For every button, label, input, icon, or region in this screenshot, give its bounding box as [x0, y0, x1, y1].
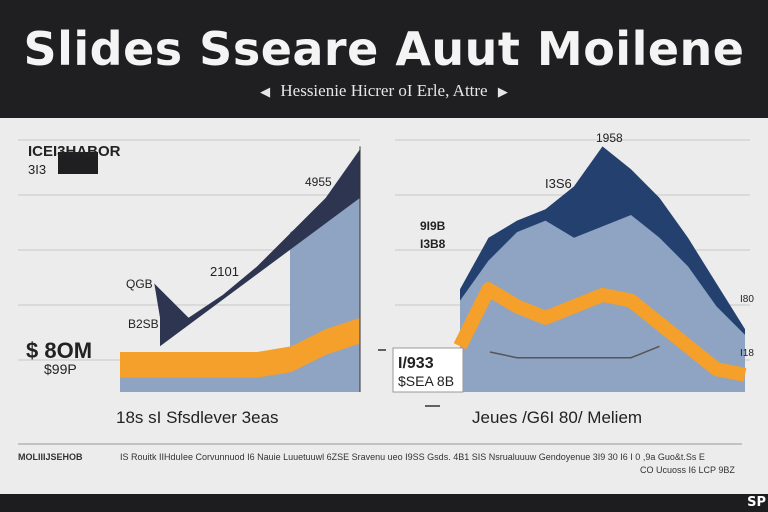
- chart1-title: ICEI3HABOR: [28, 143, 121, 160]
- chevron-left-icon[interactable]: ◀: [260, 84, 271, 99]
- subtitle-row: ◀ Hessienie Hicrer oI Erle, Attre ▶: [0, 81, 768, 101]
- chart2-inner-line: [489, 345, 660, 359]
- chart1-title-badge: [58, 152, 98, 174]
- chart2-mid-box: [392, 347, 464, 393]
- chart1-caption: 18s sI Sfsdlever 3eas: [116, 408, 279, 427]
- chart1-annot-left-small: $99P: [44, 361, 77, 377]
- chart1-annot-low: QGB: [126, 277, 153, 291]
- chart2-orange-line: [453, 282, 747, 382]
- chart2-annot-mid-box-b: $SEA 8B: [398, 373, 454, 389]
- chart1-annot-base: B2SB: [128, 317, 159, 331]
- chart2-annot-mid-box-a: I/933: [398, 355, 434, 372]
- chart2-steel-mountain: [460, 214, 745, 392]
- chart1-legend-label: 3I3: [28, 162, 46, 177]
- chart1-annot-mid: 2101: [210, 264, 239, 279]
- subtitle: Hessienie Hicrer oI Erle, Attre: [280, 81, 488, 100]
- chart2-annot-left-b: I3B8: [420, 237, 446, 251]
- chart2-annot-left-a: 9I9B: [420, 219, 446, 233]
- chart2-annot-right-b: I18: [740, 348, 754, 359]
- footnote-middle: IS Rouitk IIHduIee Corvunnuod I6 Nauie L…: [120, 452, 705, 462]
- page-title: Slides Sseare Auut Moilene: [23, 22, 745, 76]
- chart1-annot-top: 4955: [305, 175, 332, 189]
- chart1-navy-area: [154, 149, 360, 347]
- chart2-annot-peak: 1958: [596, 131, 623, 145]
- chart2-caption: Jeues /G6I 80/ Meliem: [472, 408, 643, 427]
- chart1-orange-band: [120, 317, 360, 378]
- footer-brand: SP: [747, 495, 766, 510]
- chevron-right-icon[interactable]: ▶: [497, 84, 508, 99]
- footnote-left: MOLIIIJSEHOB: [18, 452, 83, 462]
- footer-bar: SP: [0, 494, 768, 512]
- chart1-annot-left-big: $ 8OM: [26, 338, 92, 363]
- footnote-right: CO Ucuoss I6 LCP 9BZ: [640, 465, 735, 475]
- header-bar: Slides Sseare Auut Moilene ◀ Hessienie H…: [0, 0, 768, 118]
- chart2-annot-upper: I3S6: [545, 176, 572, 191]
- chart2-annot-right-a: I80: [740, 294, 754, 305]
